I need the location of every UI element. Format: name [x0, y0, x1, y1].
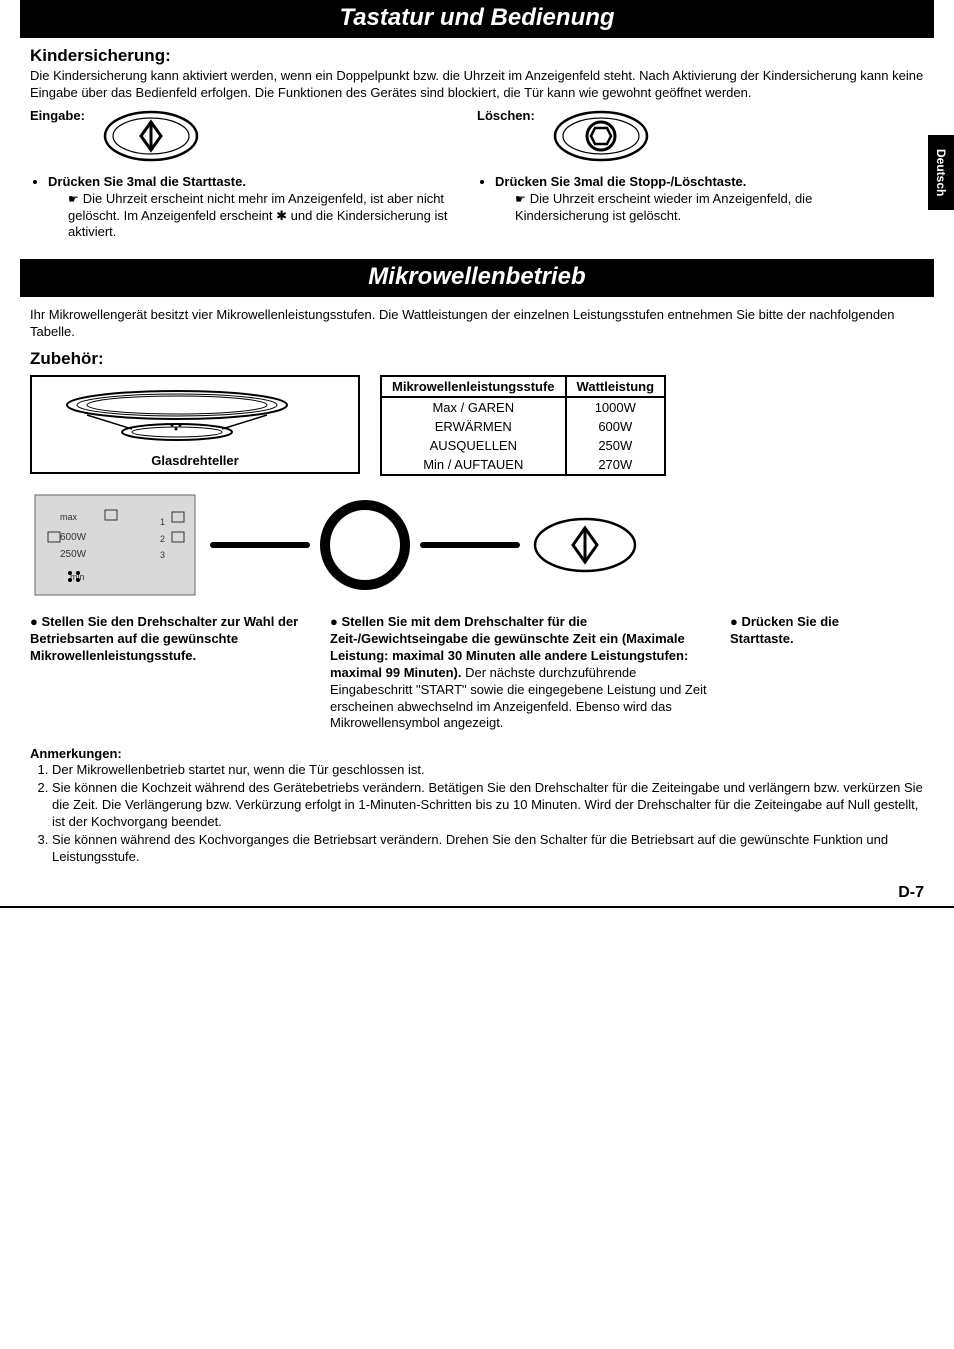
page-number: D-7	[30, 884, 924, 902]
power-th-1: Wattleistung	[566, 376, 666, 397]
power-cell: AUSQUELLEN	[381, 436, 566, 455]
notes-list: Der Mikrowellenbetrieb startet nur, wenn…	[52, 762, 924, 865]
svg-text:2: 2	[160, 534, 165, 544]
loeschen-bullet: Drücken Sie 3mal die Stopp-/Löschtaste. …	[495, 174, 904, 225]
mode-dial-icon: max 1 600W 2 250W 3 min	[30, 490, 200, 600]
eingabe-sub: Die Uhrzeit erscheint nicht mehr im Anze…	[68, 191, 457, 242]
kindersicherung-title: Kindersicherung:	[30, 46, 924, 66]
arrow-icon	[210, 542, 310, 548]
svg-text:1: 1	[160, 517, 165, 527]
power-cell: 600W	[566, 417, 666, 436]
glasdrehteller-caption: Glasdrehteller	[52, 453, 338, 468]
power-table: Mikrowellenleistungsstufe Wattleistung M…	[380, 375, 666, 476]
svg-text:3: 3	[160, 550, 165, 560]
turntable-icon	[52, 385, 338, 445]
section-bar-mikrowelle: Mikrowellenbetrieb	[20, 259, 934, 297]
power-th-0: Mikrowellenleistungsstufe	[381, 376, 566, 397]
eingabe-bullet-title: Drücken Sie 3mal die Starttaste.	[48, 174, 246, 189]
eingabe-label: Eingabe:	[30, 108, 85, 123]
power-cell: Max / GAREN	[381, 397, 566, 417]
mikro-intro: Ihr Mikrowellengerät besitzt vier Mikrow…	[30, 307, 924, 341]
note-item: Sie können die Kochzeit während des Gerä…	[52, 780, 924, 831]
glasdrehteller-frame: Glasdrehteller	[30, 375, 360, 474]
power-cell: 250W	[566, 436, 666, 455]
language-tab: Deutsch	[928, 135, 954, 210]
step2-text: ● Stellen Sie mit dem Drehschalter für d…	[330, 614, 710, 732]
step3-text: ● Drücken Sie die Starttaste.	[730, 614, 890, 648]
power-cell: ERWÄRMEN	[381, 417, 566, 436]
loeschen-label: Löschen:	[477, 108, 535, 123]
power-cell: 270W	[566, 455, 666, 475]
note-item: Sie können während des Kochvorganges die…	[52, 832, 924, 866]
start-button-icon-small	[530, 514, 640, 576]
notes-title: Anmerkungen:	[30, 746, 924, 761]
eingabe-bullet: Drücken Sie 3mal die Starttaste. Die Uhr…	[48, 174, 457, 242]
page-divider	[0, 906, 954, 908]
loeschen-sub: Die Uhrzeit erscheint wieder im Anzeigen…	[515, 191, 904, 225]
start-button-icon	[101, 108, 201, 164]
arrow-icon	[420, 542, 520, 548]
svg-text:max: max	[60, 512, 78, 522]
zubehor-title: Zubehör:	[30, 349, 924, 369]
svg-text:250W: 250W	[60, 549, 87, 560]
time-dial-icon	[320, 500, 410, 590]
step1-text: ● Stellen Sie den Drehschalter zur Wahl …	[30, 614, 310, 665]
svg-text:600W: 600W	[60, 532, 87, 543]
power-cell: Min / AUFTAUEN	[381, 455, 566, 475]
section-bar-tastatur: Tastatur und Bedienung	[20, 0, 934, 38]
note-item: Der Mikrowellenbetrieb startet nur, wenn…	[52, 762, 924, 779]
kindersicherung-intro: Die Kindersicherung kann aktiviert werde…	[30, 68, 924, 102]
stop-button-icon	[551, 108, 651, 164]
power-cell: 1000W	[566, 397, 666, 417]
loeschen-bullet-title: Drücken Sie 3mal die Stopp-/Löschtaste.	[495, 174, 746, 189]
